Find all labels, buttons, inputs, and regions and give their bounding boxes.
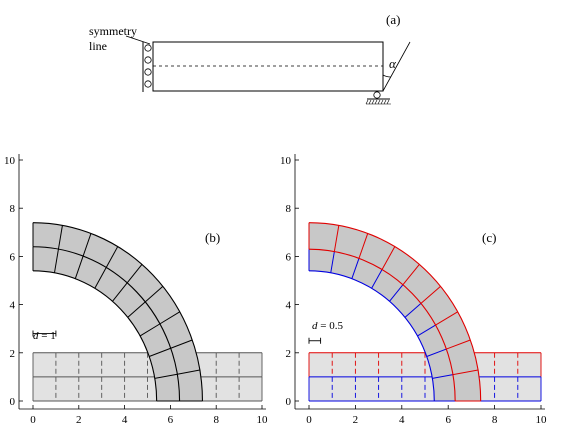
panel-b-x-tick-label: 8: [213, 414, 219, 426]
panel-c-y-tick-label: 10: [280, 155, 292, 167]
panel-c-d-value: = 0.5: [318, 320, 344, 332]
panel-b-y-tick-label: 10: [4, 155, 16, 167]
panel-b-arc-radial-line: [159, 311, 181, 325]
panel-b-arc-radial-line: [53, 249, 59, 273]
panel-c-x-tick-label: 8: [492, 414, 498, 426]
panel-c-arc-radial-line: [435, 311, 458, 326]
panel-b-arc-radial-line: [177, 369, 200, 375]
panel-c-arc-radial-line: [330, 251, 335, 273]
panel-c-x-tick-label: 10: [536, 414, 548, 426]
panel-b-y-tick-label: 8: [10, 203, 16, 215]
panel-b-block-mesh: [32, 352, 263, 402]
panel-c-block-mesh: [308, 352, 542, 402]
panel-b-arc-fill: [33, 222, 203, 401]
panel-c-arc-radial-line: [381, 246, 396, 270]
panel-b-d-value: = 1: [39, 330, 56, 342]
pin-support: [373, 91, 381, 99]
panel-c-arc-radial-line: [333, 225, 340, 252]
angle-label: α: [389, 56, 397, 71]
panel-c-arc-radial-line: [432, 374, 454, 379]
panel-b-d-annotation: d = 1: [33, 330, 56, 342]
panel-c-y-tick-label: 8: [286, 203, 292, 215]
panel-c-y-tick-label: 4: [286, 300, 292, 312]
panel-c-d-annotation: d = 0.5: [312, 320, 343, 332]
panel-c-arc-radial-line: [351, 258, 360, 279]
panel-c-arc-radial-line: [426, 348, 447, 357]
panel-c-arc-ring: [308, 270, 435, 402]
panel-c-y-tick-label: 2: [286, 348, 292, 360]
panel-b-arc-radial-line: [94, 267, 107, 289]
panel-c-d-symbol: d: [312, 320, 318, 332]
panel-b-arc-radial-line: [112, 282, 128, 302]
panel-b-d-scalebar: [32, 330, 57, 337]
panel-a-label: (a): [386, 12, 400, 27]
panel-a: (a) symmetry line α: [89, 12, 411, 105]
panel-b-label: (b): [205, 230, 220, 245]
symmetry-label-line2: line: [89, 39, 107, 53]
panel-b-d-symbol: d: [33, 330, 39, 342]
panel-b-arc-radial-line: [105, 246, 119, 268]
panel-b-x-tick-label: 2: [76, 414, 82, 426]
panel-b-y-tick-label: 0: [10, 396, 16, 408]
beam-rectangle: [152, 41, 384, 92]
panel-b-arc-ring: [32, 246, 181, 402]
roller-supports: [144, 44, 152, 88]
ground-hatch: [365, 99, 391, 105]
symmetry-pointer-line: [125, 35, 151, 45]
panel-b: 0 2 4 6 8 10 0 2 4 6 8 10 (b) d = 1: [4, 154, 268, 426]
panel-c-x-tick-label: 2: [353, 414, 359, 426]
panel-b-axes: 0 2 4 6 8 10 0 2 4 6 8 10: [4, 154, 268, 426]
panel-b-arc-radial-line: [82, 233, 92, 257]
panel-b-arc-radial-line: [154, 373, 178, 379]
panel-b-x-tick-label: 6: [168, 414, 174, 426]
panel-b-arc-radial-line: [57, 225, 63, 250]
panel-b-arc-radial-line: [74, 255, 84, 279]
panel-b-arc-radial-line: [126, 264, 143, 284]
panel-c-arc-radial-line: [389, 284, 404, 302]
angle-line: [382, 41, 411, 92]
panel-c-arc-ring: [308, 248, 456, 402]
panel-b-arc-ring: [32, 222, 204, 402]
panel-c-label: (c): [482, 230, 496, 245]
panel-c-arc-radial-line: [358, 233, 369, 259]
panel-b-y-tick-label: 2: [10, 348, 16, 360]
panel-b-arc-radial-line: [139, 323, 161, 337]
panel-c-y-tick-label: 0: [286, 396, 292, 408]
panel-b-arc-radial-line: [149, 347, 171, 357]
panel-c-arc-radial-line: [420, 285, 441, 304]
panel-c-x-tick-label: 4: [399, 414, 405, 426]
angle-arc: [382, 74, 392, 78]
panel-b-x-tick-label: 0: [30, 414, 36, 426]
panel-c-arc-radial-line: [371, 269, 383, 289]
panel-b-x-tick-label: 4: [122, 414, 128, 426]
panel-c-arc-radial-line: [417, 324, 436, 337]
panel-b-arc-radial-line: [127, 301, 146, 318]
panel-b-x-tick-label: 10: [257, 414, 269, 426]
panel-b-arc-mesh: [32, 222, 204, 402]
panel-b-arc-radial-line: [170, 339, 193, 349]
panel-c-x-tick-label: 6: [445, 414, 451, 426]
panel-b-arc-ring: [32, 270, 158, 402]
panel-b-y-tick-label: 6: [10, 251, 16, 263]
panel-c-arc-radial-line: [446, 339, 471, 350]
panel-c-arc-ring: [308, 222, 482, 402]
panel-c-x-tick-label: 0: [306, 414, 312, 426]
panel-c-arc-radial-line: [452, 369, 479, 376]
panel-c-y-tick-label: 6: [286, 251, 292, 263]
panel-c: 0 2 4 6 8 10 0 2 4 6 8 10 (c) d = 0.5: [280, 154, 547, 426]
panel-c-arc-mesh: [308, 222, 482, 402]
panel-c-arc-radial-line: [404, 303, 422, 318]
panel-c-arc-fill: [309, 222, 481, 401]
panel-c-arc-radial-line: [402, 264, 420, 286]
panel-c-d-scalebar: [308, 337, 322, 344]
panel-c-axes: 0 2 4 6 8 10 0 2 4 6 8 10: [280, 154, 547, 426]
symmetry-label-line1: symmetry: [89, 24, 137, 38]
panel-b-arc-radial-line: [144, 285, 164, 303]
panel-b-y-tick-label: 4: [10, 300, 16, 312]
